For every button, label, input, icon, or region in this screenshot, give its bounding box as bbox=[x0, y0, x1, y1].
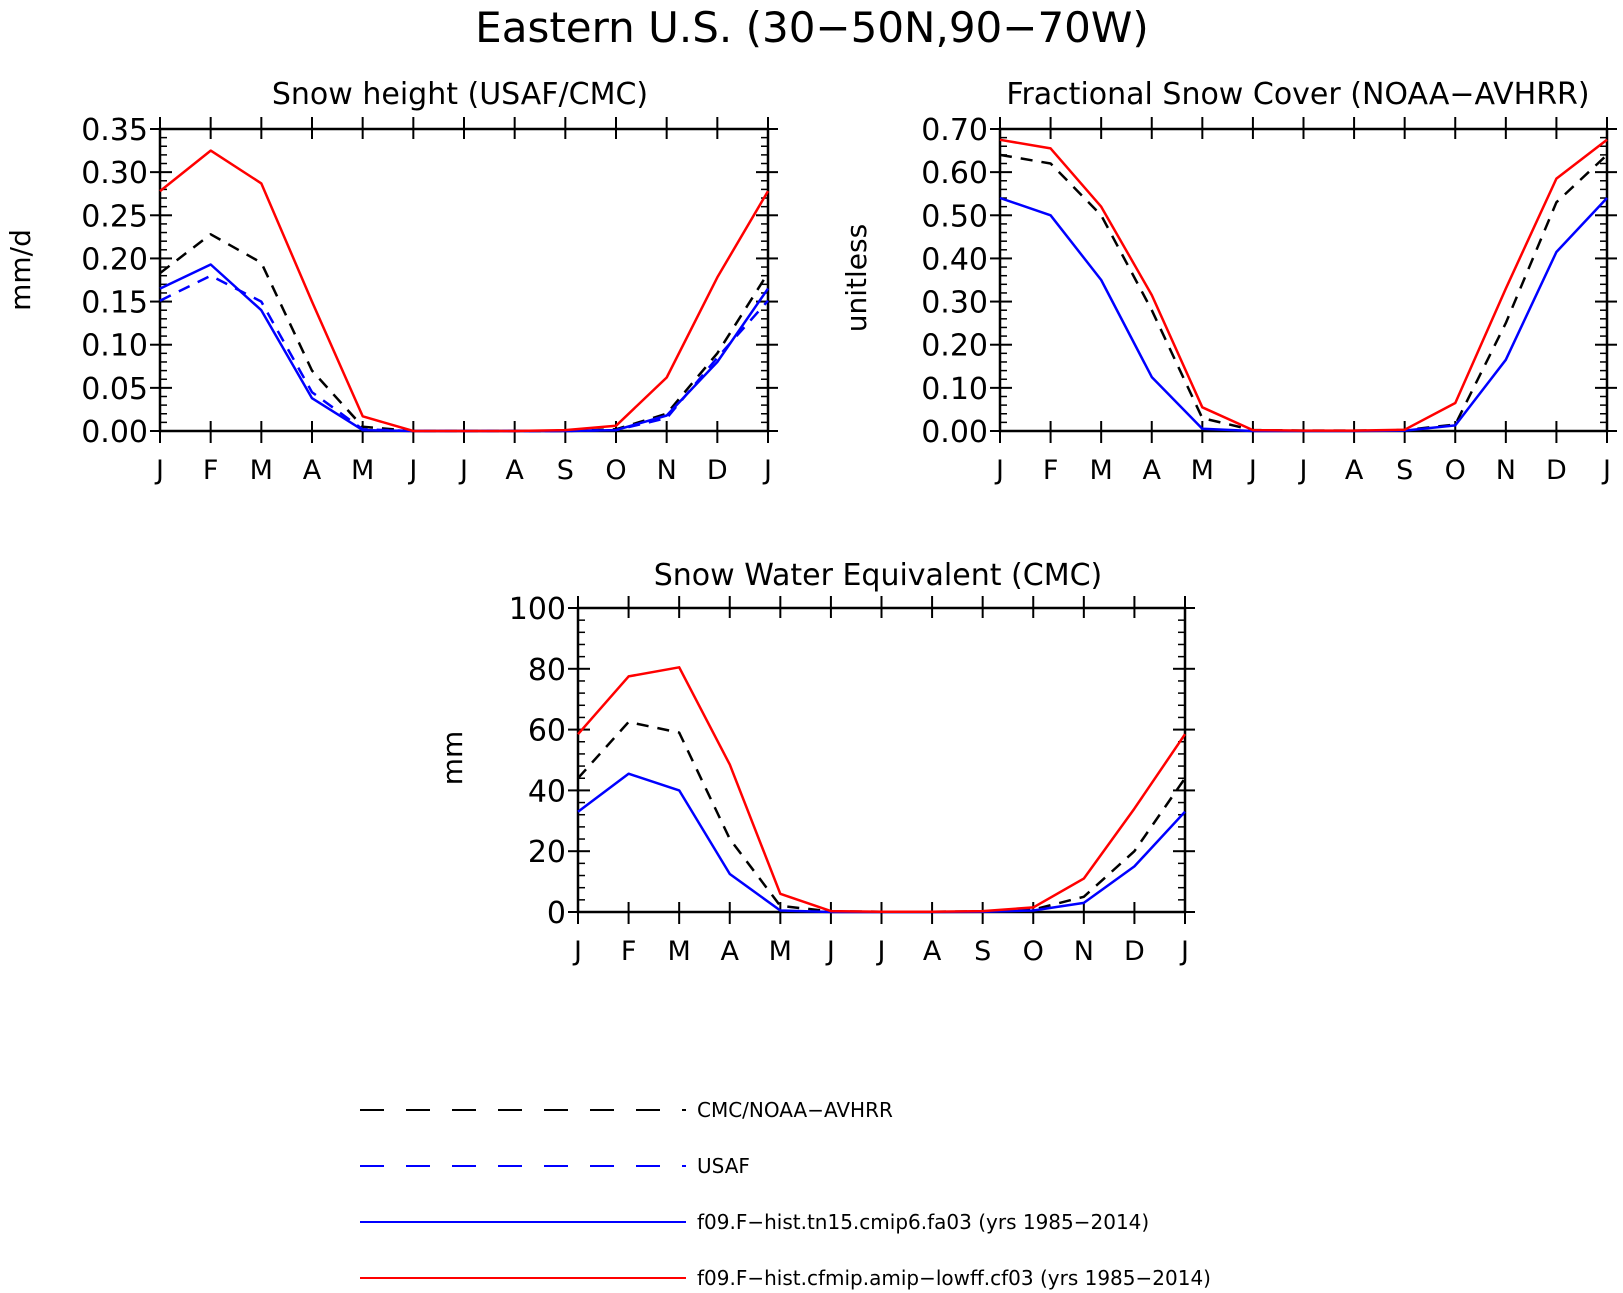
x-tick-label: D bbox=[1546, 455, 1567, 486]
x-tick-label: S bbox=[1396, 455, 1413, 486]
y-tick-label: 0.10 bbox=[81, 329, 148, 364]
x-tick-label: N bbox=[1496, 455, 1516, 486]
series-line-f09-f-hist-cfmip-amip-lowff-cf03-yrs-1985-2014 bbox=[159, 149, 770, 433]
y-tick-label: 0.60 bbox=[921, 156, 988, 191]
x-tick-label: J bbox=[458, 455, 468, 486]
x-tick-label: J bbox=[1298, 455, 1308, 486]
y-tick-label: 20 bbox=[528, 835, 566, 870]
legend: CMC/NOAA−AVHRR USAF f09.F−hist.tn15.cmip6.… bbox=[360, 1098, 1211, 1290]
series-line-f09-f-hist-cfmip-amip-lowff-cf03-yrs-1985-2014 bbox=[999, 138, 1608, 432]
x-tick-label: J bbox=[1247, 455, 1257, 486]
y-tick-label: 0.15 bbox=[81, 286, 148, 321]
y-tick-label: 0.00 bbox=[81, 415, 148, 450]
x-tick-label: A bbox=[1345, 455, 1364, 486]
x-tick-label: O bbox=[1445, 455, 1466, 486]
y-tick-label: 0.20 bbox=[921, 329, 988, 364]
x-tick-label: J bbox=[572, 936, 582, 967]
x-tick-label: F bbox=[1043, 455, 1059, 486]
series-line-cmc-noaa-avhrr bbox=[159, 233, 770, 433]
y-axis-label: mm/d bbox=[4, 229, 37, 311]
x-tick-label: M bbox=[668, 936, 691, 967]
y-tick-label: 0.50 bbox=[921, 199, 988, 234]
series-line-f09-f-hist-tn15-cmip6-fa03-yrs-1985-2014 bbox=[999, 196, 1608, 433]
y-tick-label: 60 bbox=[528, 714, 566, 749]
x-tick-label: O bbox=[605, 455, 626, 486]
y-ticks: 0.00 0.10 0.20 0.30 0.40 0.50 0.60 0.70 bbox=[921, 113, 1617, 450]
x-tick-label: J bbox=[762, 455, 772, 486]
snow-water-equivalent-panel: Snow Water Equivalent (CMC) mm 0 20 40 60 80… bbox=[436, 558, 1195, 967]
fractional-snow-cover-panel: Fractional Snow Cover (NOAA−AVHRR) unitl… bbox=[840, 77, 1617, 486]
series-line-cmc-noaa-avhrr bbox=[577, 720, 1187, 913]
x-tick-label: S bbox=[974, 936, 991, 967]
x-tick-label: D bbox=[707, 455, 728, 486]
x-tick-label: M bbox=[250, 455, 273, 486]
y-axis-label: unitless bbox=[840, 224, 873, 332]
y-tick-label: 0.30 bbox=[81, 156, 148, 191]
x-tick-label: F bbox=[203, 455, 219, 486]
legend-label: f09.F−hist.cfmip.amip−lowff.cf03 (yrs 19… bbox=[697, 1266, 1211, 1290]
x-tick-label: J bbox=[825, 936, 835, 967]
legend-label: USAF bbox=[697, 1154, 750, 1178]
x-tick-label: M bbox=[1090, 455, 1113, 486]
x-tick-label: S bbox=[557, 455, 574, 486]
panel-title: Snow Water Equivalent (CMC) bbox=[654, 558, 1102, 593]
x-tick-label: M bbox=[351, 455, 374, 486]
x-tick-label: J bbox=[994, 455, 1004, 486]
series-line-f09-f-hist-tn15-cmip6-fa03-yrs-1985-2014 bbox=[577, 772, 1186, 914]
series-line-usaf bbox=[159, 274, 769, 433]
panel-title: Fractional Snow Cover (NOAA−AVHRR) bbox=[1006, 77, 1589, 112]
panel-title: Snow height (USAF/CMC) bbox=[272, 77, 648, 112]
x-tick-label: A bbox=[923, 936, 942, 967]
legend-label: CMC/NOAA−AVHRR bbox=[697, 1098, 893, 1122]
x-tick-label: D bbox=[1124, 936, 1145, 967]
x-tick-label: N bbox=[657, 455, 677, 486]
series-line-f09-f-hist-tn15-cmip6-fa03-yrs-1985-2014 bbox=[159, 263, 770, 433]
y-tick-label: 0 bbox=[547, 896, 566, 931]
y-tick-label: 0.20 bbox=[81, 242, 148, 277]
x-tick-label: J bbox=[154, 455, 164, 486]
y-tick-label: 0.00 bbox=[921, 415, 988, 450]
y-tick-label: 0.35 bbox=[81, 113, 148, 148]
y-tick-label: 0.40 bbox=[921, 242, 988, 277]
x-tick-label: J bbox=[1601, 455, 1611, 486]
y-tick-label: 40 bbox=[528, 774, 566, 809]
y-tick-label: 0.05 bbox=[81, 372, 148, 407]
y-tick-label: 0.25 bbox=[81, 199, 148, 234]
x-tick-label: M bbox=[769, 936, 792, 967]
y-tick-label: 80 bbox=[528, 653, 566, 688]
figure-title: Eastern U.S. (30−50N,90−70W) bbox=[475, 3, 1149, 52]
x-tick-label: J bbox=[1179, 936, 1189, 967]
y-tick-label: 0.70 bbox=[921, 113, 988, 148]
x-tick-label: A bbox=[1143, 455, 1162, 486]
y-axis-label: mm bbox=[436, 731, 469, 786]
x-tick-label: A bbox=[505, 455, 524, 486]
series-line-cmc-noaa-avhrr bbox=[999, 153, 1608, 432]
y-tick-label: 0.10 bbox=[921, 372, 988, 407]
x-tick-label: A bbox=[721, 936, 740, 967]
x-tick-label: J bbox=[407, 455, 417, 486]
x-tick-label: A bbox=[303, 455, 322, 486]
plot-frame bbox=[158, 127, 770, 433]
x-tick-label: F bbox=[621, 936, 637, 967]
x-tick-label: M bbox=[1191, 455, 1214, 486]
plot-frame bbox=[998, 127, 1609, 433]
x-tick-label: J bbox=[876, 936, 886, 967]
snow-height-panel: Snow height (USAF/CMC) mm/d 0.00 0.05 0.10… bbox=[4, 77, 778, 486]
y-ticks: 0.00 0.05 0.10 0.15 0.20 0.25 0.30 0.35 bbox=[81, 113, 778, 450]
x-tick-label: O bbox=[1023, 936, 1044, 967]
y-tick-label: 0.30 bbox=[921, 286, 988, 321]
x-tick-label: N bbox=[1074, 936, 1094, 967]
y-tick-label: 100 bbox=[509, 592, 566, 627]
y-ticks: 0 20 40 60 80 100 bbox=[509, 592, 1195, 931]
legend-label: f09.F−hist.tn15.cmip6.fa03 (yrs 1985−201… bbox=[697, 1210, 1149, 1234]
series-line-f09-f-hist-cfmip-amip-lowff-cf03-yrs-1985-2014 bbox=[577, 666, 1187, 913]
